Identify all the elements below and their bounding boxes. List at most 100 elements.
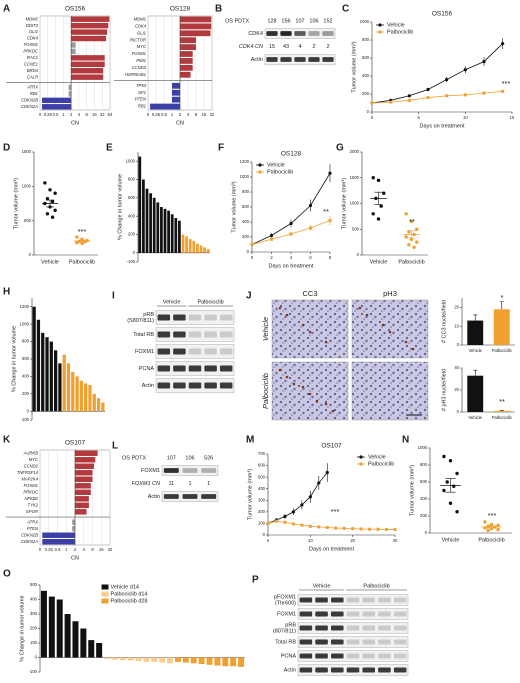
data-point — [45, 212, 50, 216]
x-axis-label: CN — [71, 555, 79, 561]
blot-band — [294, 31, 306, 36]
error-bar — [499, 410, 504, 411]
x-tick-label: 8 — [91, 547, 94, 552]
blot-band — [299, 653, 313, 659]
cn-bar — [42, 532, 75, 538]
panel-label: B — [215, 4, 222, 15]
blot-band — [299, 611, 313, 617]
bar — [96, 398, 101, 412]
blot-band — [362, 667, 375, 673]
marker — [389, 100, 393, 104]
y-tick-label: -100 — [21, 417, 30, 422]
marker — [325, 470, 329, 475]
bar — [143, 657, 150, 662]
error-bar — [473, 369, 478, 376]
cn-bar — [180, 58, 193, 64]
cn-bar — [71, 74, 104, 80]
y-tick-label: 10 — [454, 323, 459, 328]
cn-bar — [172, 89, 180, 96]
data-point — [448, 501, 453, 505]
blot-strip — [297, 594, 409, 606]
data-point — [412, 245, 416, 249]
bar — [182, 657, 189, 663]
blot-band — [266, 31, 278, 36]
cn-value: 2 — [326, 44, 329, 50]
blot-strip — [155, 310, 235, 325]
blot-band — [362, 639, 375, 645]
gene-label: NFKB2 — [25, 496, 39, 501]
marker — [359, 527, 363, 531]
marker — [291, 522, 295, 526]
lane-label: 156 — [281, 18, 290, 24]
marker — [308, 524, 312, 528]
gene-label: NF1 — [138, 90, 146, 95]
marker — [328, 219, 332, 222]
blot-band — [331, 653, 344, 659]
stained-nucleus — [331, 409, 335, 413]
y-tick-label: -100 — [127, 259, 136, 264]
cn-bar — [75, 496, 89, 502]
cn-bar — [72, 519, 75, 525]
y-tick-label: 500 — [258, 474, 266, 479]
data-point — [50, 215, 55, 219]
y-tick-label: 0 — [247, 249, 250, 254]
x-tick-label: Vehicle — [468, 348, 482, 353]
marker — [393, 527, 397, 531]
blot-band — [188, 365, 202, 372]
legend-marker — [378, 23, 382, 27]
x-axis-label: CN — [71, 120, 79, 126]
gene-label: CDKN2A — [21, 104, 38, 109]
panel-label: N — [402, 435, 409, 446]
panel-label: L — [112, 441, 118, 452]
stained-nucleus — [301, 385, 305, 389]
y-tick-label: 40 — [454, 365, 459, 370]
data-point — [448, 459, 453, 463]
x-tick-label: 0 — [371, 115, 374, 120]
bar — [206, 249, 210, 253]
cn-bar — [75, 457, 96, 463]
y-tick-label: 1000 — [240, 174, 250, 179]
x-tick-label: 6 — [309, 255, 312, 260]
bar — [36, 319, 41, 412]
marker — [328, 171, 332, 175]
blot-row-label: FOXM1 — [277, 611, 296, 617]
stained-nucleus — [285, 375, 289, 379]
gene-label: CDK4 — [135, 23, 147, 28]
x-tick-label: 0.5 — [53, 112, 59, 117]
bar — [79, 380, 84, 412]
stained-nucleus — [278, 306, 282, 310]
bar — [104, 657, 111, 659]
marker — [274, 519, 278, 523]
blot-row-label: CDK4 CN — [239, 44, 263, 50]
blot-row-label: Actin — [251, 57, 263, 63]
marker — [445, 94, 449, 98]
stained-nucleus — [308, 330, 312, 334]
blot-band — [362, 611, 375, 617]
y-axis-label: Tumor volume (mm³) — [13, 178, 19, 229]
blot-row-label: pRB — [143, 312, 154, 318]
cn-bar — [180, 23, 212, 30]
bar — [156, 202, 160, 253]
y-tick-label: 500 — [24, 218, 32, 223]
x-tick-label: 0 — [39, 112, 42, 117]
marker — [283, 514, 287, 519]
cn-bar — [68, 91, 72, 97]
marker — [501, 89, 505, 93]
data-point — [409, 219, 414, 224]
micrograph — [271, 361, 349, 421]
y-tick-label: 400 — [30, 597, 38, 602]
y-tick-label: 0 — [133, 250, 136, 255]
cn-bar — [71, 29, 108, 35]
cn-bar — [180, 64, 193, 71]
y-tick-label: 200 — [242, 234, 250, 239]
significance: *** — [488, 511, 497, 520]
y-tick-label: 0 — [425, 530, 428, 535]
gene-label: PTEN — [27, 526, 39, 531]
blot-band — [322, 57, 334, 62]
panel-label: J — [246, 291, 252, 302]
data-point — [455, 471, 459, 476]
marker — [317, 525, 321, 529]
x-axis-label: Days on treatment — [309, 546, 354, 552]
bar — [185, 236, 188, 253]
